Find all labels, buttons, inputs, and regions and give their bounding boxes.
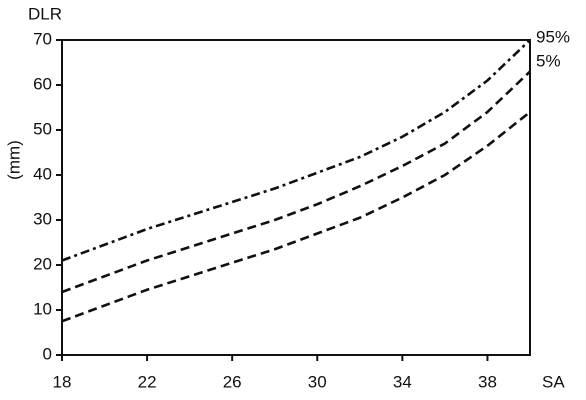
chart-title: DLR bbox=[28, 4, 62, 23]
y-tick-label: 60 bbox=[33, 74, 52, 93]
y-tick-label: 0 bbox=[43, 344, 52, 363]
x-tick-label: 18 bbox=[53, 372, 72, 391]
x-tick-label: 34 bbox=[393, 372, 412, 391]
data-line bbox=[61, 39, 531, 262]
data-line bbox=[61, 110, 531, 323]
x-tick-label: 30 bbox=[308, 372, 327, 391]
x-tick-label: 22 bbox=[138, 372, 157, 391]
x-axis-label: SA bbox=[542, 372, 565, 391]
series-label: 5% bbox=[536, 51, 561, 70]
y-tick-label: 50 bbox=[33, 119, 52, 138]
y-tick-label: 20 bbox=[33, 254, 52, 273]
y-tick-label: 10 bbox=[33, 299, 52, 318]
y-tick-label: 70 bbox=[33, 29, 52, 48]
data-line bbox=[61, 70, 531, 294]
y-tick-label: 30 bbox=[33, 209, 52, 228]
y-tick-label: 40 bbox=[33, 164, 52, 183]
plot-frame bbox=[61, 39, 531, 356]
x-tick-label: 26 bbox=[223, 372, 242, 391]
y-axis-label: (mm) bbox=[4, 140, 23, 180]
series-label: 95% bbox=[536, 27, 570, 46]
x-tick-label: 38 bbox=[478, 372, 497, 391]
